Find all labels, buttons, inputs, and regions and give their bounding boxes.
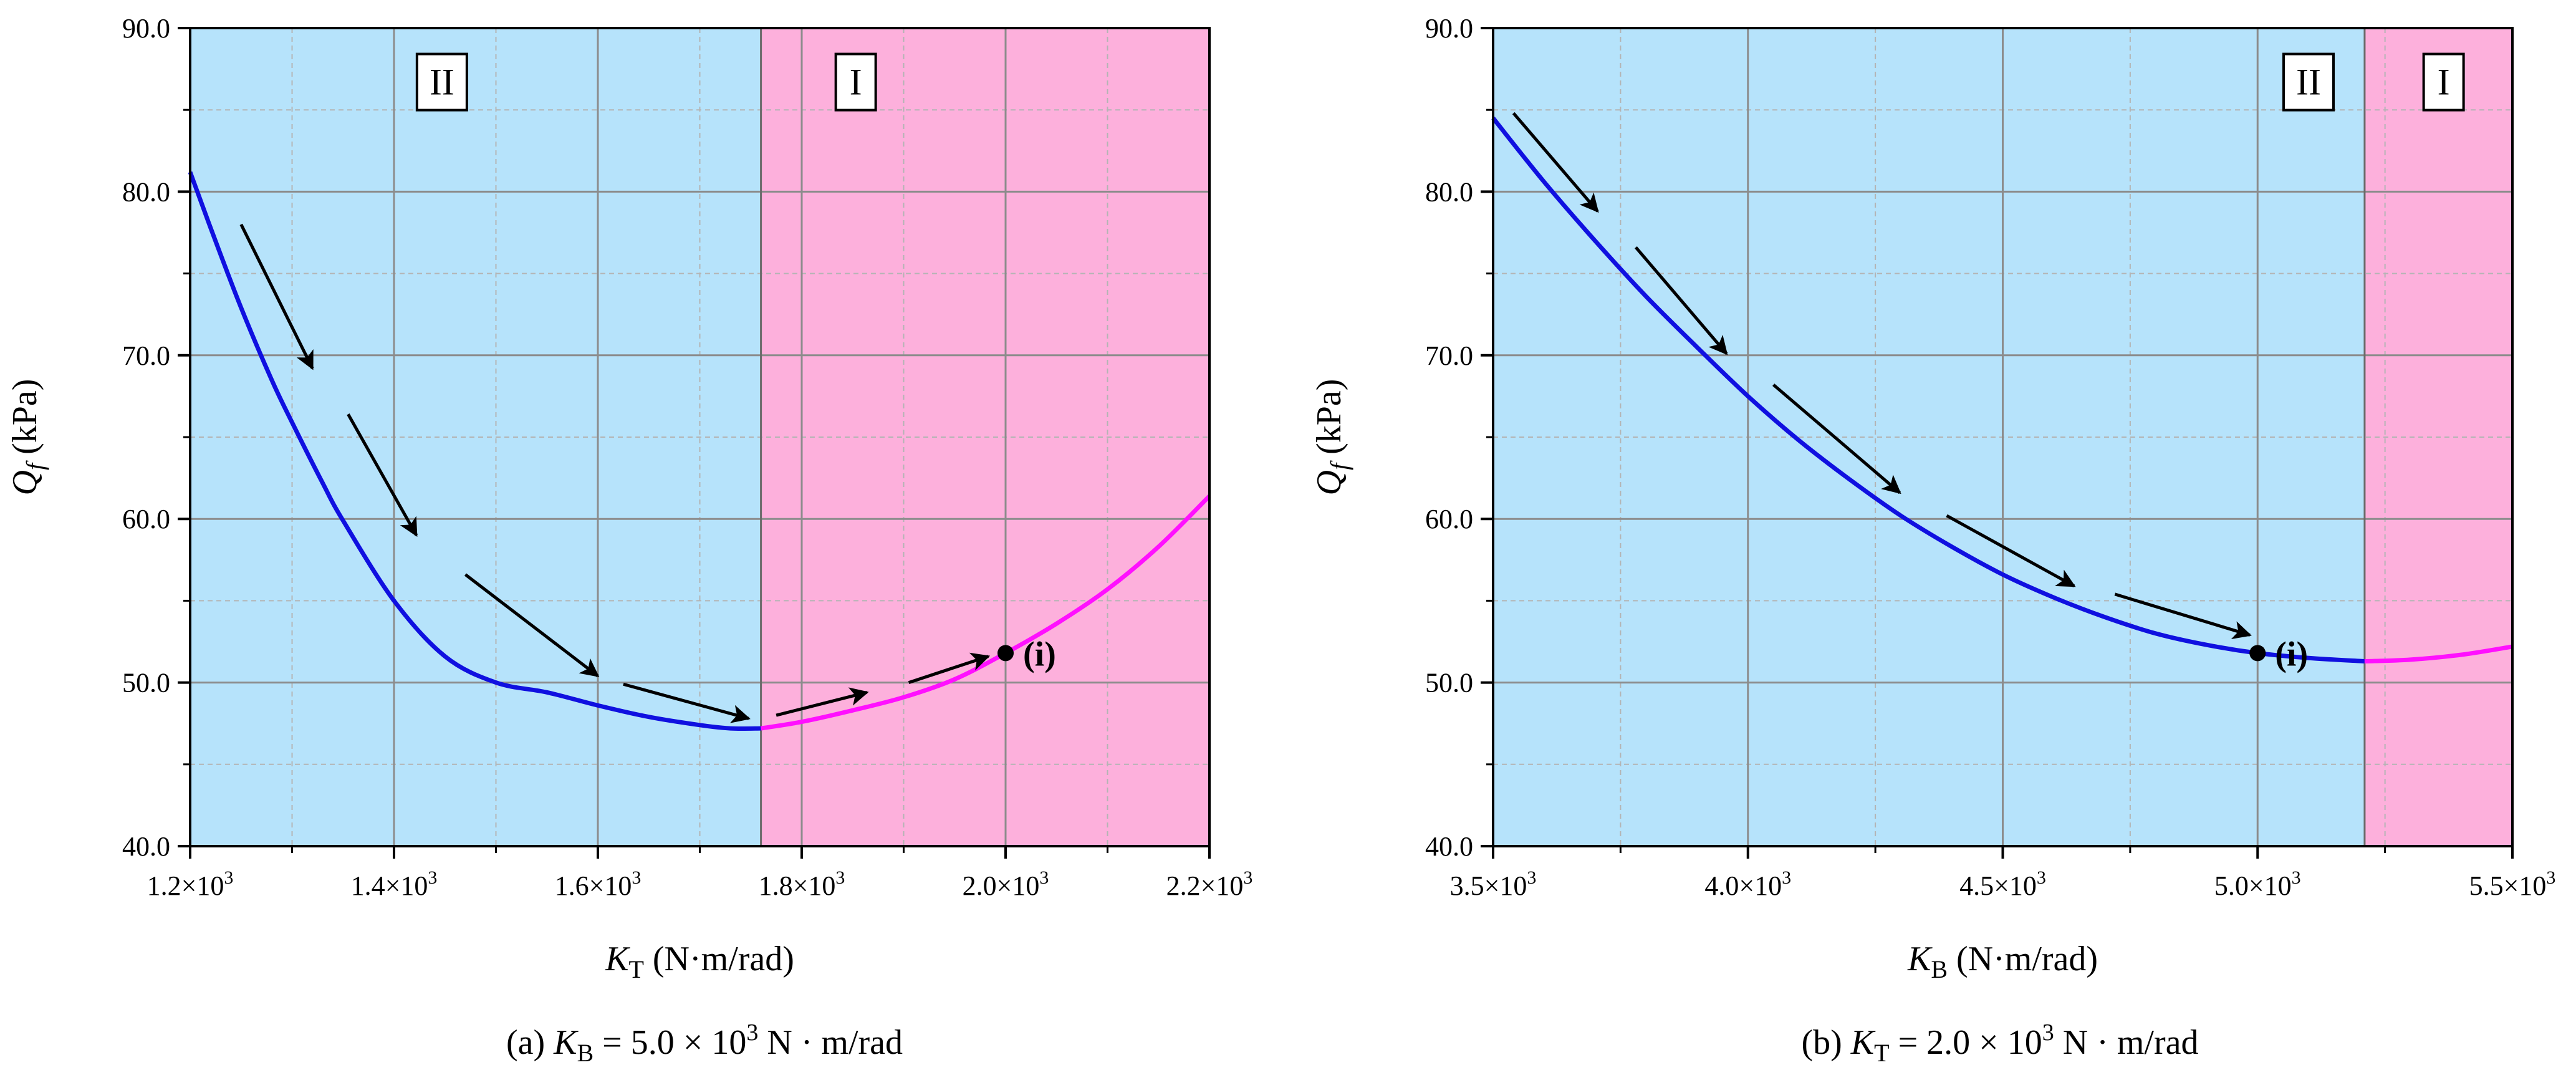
y-tick-label: 60.0 — [1425, 504, 1473, 534]
region-I-label-box — [2422, 52, 2465, 112]
region-II-label-box — [415, 52, 468, 112]
direction-arrow — [464, 573, 600, 678]
x-axis-title: KB (N·m/rad) — [1907, 940, 2098, 983]
point-i-marker — [2249, 645, 2266, 662]
y-tick-label: 60.0 — [122, 504, 170, 534]
y-axis-title: Qf (kPa) — [1310, 379, 1353, 496]
curve-region-I — [2364, 644, 2513, 663]
x-tick-label: 2.0×103 — [963, 867, 1049, 901]
direction-arrow — [623, 682, 751, 723]
x-tick-label: 3.5×103 — [1450, 867, 1537, 901]
region-II-label: II — [430, 62, 454, 103]
panel-caption: (a) KB = 5.0 × 103 N · m/rad — [506, 1020, 903, 1067]
x-tick-label: 5.5×103 — [2469, 867, 2556, 901]
x-tick-label: 1.4×103 — [351, 867, 438, 901]
y-tick-label: 50.0 — [1425, 668, 1473, 698]
direction-arrow — [776, 687, 869, 717]
point-i-label: (i) — [2275, 635, 2308, 673]
x-axis-title: KT (N·m/rad) — [605, 940, 794, 983]
y-tick-label: 70.0 — [122, 340, 170, 371]
x-tick-label: 2.2×103 — [1166, 867, 1253, 901]
point-i-label: (i) — [1023, 635, 1056, 673]
chart-panel-a: (i)II I40.050.060.070.080.090.01.2×103 1.4… — [6, 13, 1252, 1067]
point-i-marker — [997, 645, 1014, 662]
y-tick-label: 40.0 — [122, 831, 170, 862]
region-II-label: II — [2296, 62, 2321, 103]
y-tick-label: 70.0 — [1425, 340, 1473, 371]
direction-arrow — [1634, 246, 1728, 355]
chart-panel-b: (i)II I40.050.060.070.080.090.03.5×103 4.0… — [1310, 13, 2555, 1067]
y-tick-label: 80.0 — [122, 176, 170, 207]
region-I-label: I — [2438, 62, 2450, 103]
x-tick-label: 5.0×103 — [2214, 867, 2301, 901]
y-tick-label: 80.0 — [1425, 176, 1473, 207]
direction-arrow — [2114, 592, 2252, 640]
x-tick-label: 1.6×103 — [555, 867, 642, 901]
direction-arrow — [1772, 383, 1901, 494]
x-tick-label: 1.8×103 — [759, 867, 845, 901]
panel-caption: (b) KT = 2.0 × 103 N · m/rad — [1802, 1020, 2199, 1067]
direction-arrow — [908, 652, 991, 684]
x-tick-label: 4.0×103 — [1704, 867, 1791, 901]
y-tick-label: 50.0 — [122, 668, 170, 698]
curve-region-II — [1491, 117, 2365, 663]
curve-region-II — [188, 171, 761, 731]
region-II-label-box — [2282, 52, 2335, 112]
y-tick-label: 40.0 — [1425, 831, 1473, 862]
x-tick-label: 1.2×103 — [147, 867, 234, 901]
region-I-label-box — [834, 52, 877, 112]
y-axis-title: Qf (kPa) — [6, 379, 49, 496]
direction-arrow — [239, 223, 314, 370]
y-tick-label: 90.0 — [122, 13, 170, 44]
y-tick-label: 90.0 — [1425, 13, 1473, 44]
region-II-background — [1493, 28, 2365, 846]
direction-arrow — [347, 413, 418, 538]
region-I-label: I — [850, 62, 862, 103]
direction-arrow — [1512, 112, 1599, 213]
x-tick-label: 4.5×103 — [1959, 867, 2046, 901]
direction-arrow — [1946, 514, 2076, 587]
